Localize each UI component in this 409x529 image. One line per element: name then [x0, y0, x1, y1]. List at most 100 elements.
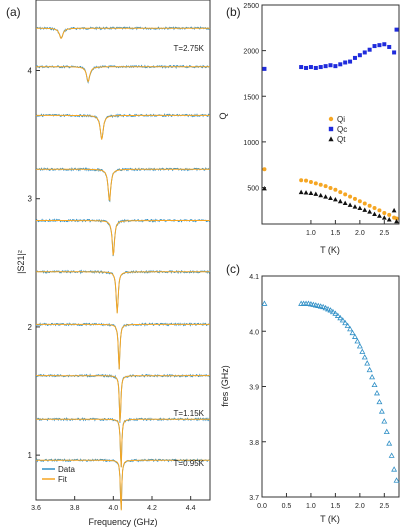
panel-b-label: (b) [226, 5, 241, 19]
panel-a-temp-lowest: T=0.95K [174, 459, 205, 468]
fres-point [361, 354, 368, 360]
qt-point [391, 207, 397, 213]
qc-point [328, 63, 333, 68]
qt-point [352, 204, 358, 209]
qc-point [262, 66, 267, 71]
panel-b-y-ticks: 500 1000 1500 2000 2500 [243, 3, 266, 193]
qi-point [377, 208, 382, 213]
qc-point [304, 65, 309, 70]
fres-point [371, 381, 378, 388]
panel-c-label: (c) [226, 262, 240, 276]
b-x-tick-label: 2.0 [355, 230, 365, 237]
qi-point [372, 206, 377, 211]
c-y-tick-label: 3.7 [249, 495, 259, 502]
fit-trace-3 [36, 168, 210, 202]
fres-point [337, 314, 344, 321]
qt-point [357, 205, 363, 211]
legend-qc-label: Qc [337, 125, 347, 134]
qi-point [394, 216, 399, 221]
panel-c-x-label: T (K) [320, 514, 340, 524]
b-y-tick-label: 1000 [243, 140, 259, 147]
c-x-tick-label: 2.0 [355, 503, 365, 510]
qt-point [342, 200, 348, 206]
fit-trace-2 [36, 114, 210, 140]
legend-data-label: Data [58, 465, 75, 474]
fres-point [391, 466, 398, 472]
a-x-tick-label: 3.6 [31, 505, 41, 512]
panel-a-y-label: |S21|² [16, 250, 26, 274]
qc-point [372, 44, 377, 49]
fres-point [364, 360, 371, 366]
qc-point [308, 65, 313, 70]
a-y-tick-label: 1 [28, 451, 33, 460]
fres-point [359, 348, 366, 354]
qc-point [323, 64, 328, 69]
panel-c-marks [261, 300, 400, 483]
data-trace-3 [35, 167, 211, 203]
panel-a-x-label: Frequency (GHz) [88, 517, 157, 527]
legend-qc-marker [328, 126, 334, 132]
qt-point [313, 191, 319, 196]
panel-a: (a) 3.6 3.8 4.0 4.2 4.4 1 2 3 4 Frequency (GHz)… [6, 0, 211, 527]
fres-point [351, 333, 358, 339]
c-x-tick-label: 0.0 [257, 503, 267, 510]
panel-a-label: (a) [6, 5, 21, 19]
panel-b-y-label: Q [218, 112, 228, 119]
fit-trace-7 [36, 375, 210, 422]
qt-point [323, 194, 329, 199]
a-x-tick-label: 4.2 [147, 505, 157, 512]
qt-point [362, 207, 368, 212]
panel-b-x-label: T (K) [320, 245, 340, 255]
panel-a-traces [35, 26, 211, 511]
fres-point [347, 325, 354, 332]
fres-point [320, 303, 327, 310]
c-x-tick-label: 0.5 [282, 503, 292, 510]
qt-point [367, 209, 373, 214]
data-trace-4 [35, 218, 211, 257]
qt-point [377, 213, 382, 218]
qi-point [333, 187, 338, 192]
c-x-tick-label: 2.5 [379, 503, 389, 510]
fres-point [322, 304, 329, 311]
data-trace-1 [35, 64, 211, 84]
c-y-tick-label: 3.9 [249, 385, 259, 392]
qc-point [377, 43, 382, 48]
legend-qt-marker [328, 136, 334, 142]
legend-qi-label: Qi [337, 115, 345, 124]
fres-point [386, 440, 393, 446]
legend-qi-marker [328, 116, 334, 122]
fres-point [383, 428, 390, 435]
c-y-tick-label: 4.0 [249, 329, 259, 336]
fres-point [332, 310, 339, 316]
fres-point [349, 329, 356, 336]
fres-point [339, 317, 346, 323]
b-y-tick-label: 2000 [243, 49, 259, 56]
qc-point [394, 27, 399, 32]
legend-fit-label: Fit [58, 475, 68, 484]
fres-point [373, 390, 380, 396]
qi-point [382, 211, 387, 216]
qc-point [382, 42, 387, 47]
qi-point [357, 199, 362, 204]
qc-point [318, 65, 323, 70]
qi-point [323, 184, 328, 189]
panel-a-frame [35, 0, 211, 501]
qt-point [381, 215, 387, 220]
fres-point [261, 300, 268, 306]
panel-c-frame [261, 275, 400, 498]
panel-c-x-ticks: 0.0 0.5 1.0 1.5 2.0 2.5 [257, 493, 389, 510]
qi-point [352, 196, 357, 201]
qi-point [304, 178, 309, 183]
qi-point [362, 201, 367, 206]
b-x-tick-label: 2.5 [379, 230, 389, 237]
fit-trace-4 [36, 220, 210, 256]
qt-point [262, 186, 267, 191]
qt-point [347, 202, 353, 207]
b-y-tick-label: 1500 [243, 94, 259, 101]
qc-point [367, 47, 372, 52]
qc-point [387, 44, 392, 49]
fit-trace-8 [36, 418, 210, 468]
qc-point [343, 60, 348, 65]
